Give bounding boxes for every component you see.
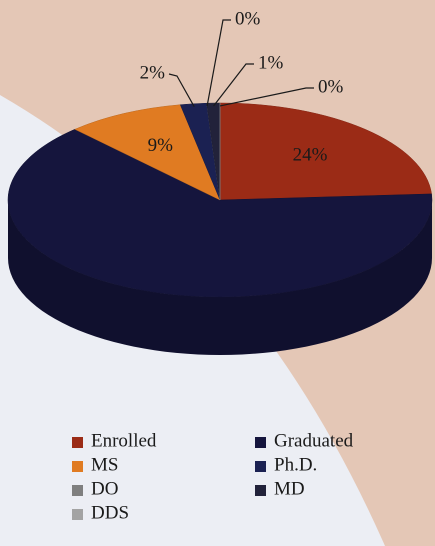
legend-swatch [72,437,83,448]
data-label: 1% [258,52,284,73]
data-label: 24% [293,145,328,166]
data-label: 9% [148,135,174,156]
slice [219,102,432,201]
leader-line [206,19,231,107]
leader-line [168,73,195,107]
leader-line [219,87,314,107]
data-label: 2% [140,62,166,83]
legend-label: DDS [91,502,129,523]
legend-swatch [255,461,266,472]
legend-swatch [255,485,266,496]
legend-label: DO [91,478,118,499]
legend-label: Enrolled [91,430,157,451]
leader-line [213,63,254,107]
legend-swatch [72,509,83,520]
legend-swatch [72,485,83,496]
legend-swatch [72,461,83,472]
slice [74,104,221,201]
slice [7,129,433,298]
legend-label: MD [274,478,305,499]
legend-label: Graduated [274,430,354,451]
legend-label: MS [91,454,118,475]
slice-side [8,200,432,355]
legend-swatch [255,437,266,448]
data-label: 0% [235,8,261,29]
data-label: 0% [318,76,344,97]
legend-label: Ph.D. [274,454,317,475]
